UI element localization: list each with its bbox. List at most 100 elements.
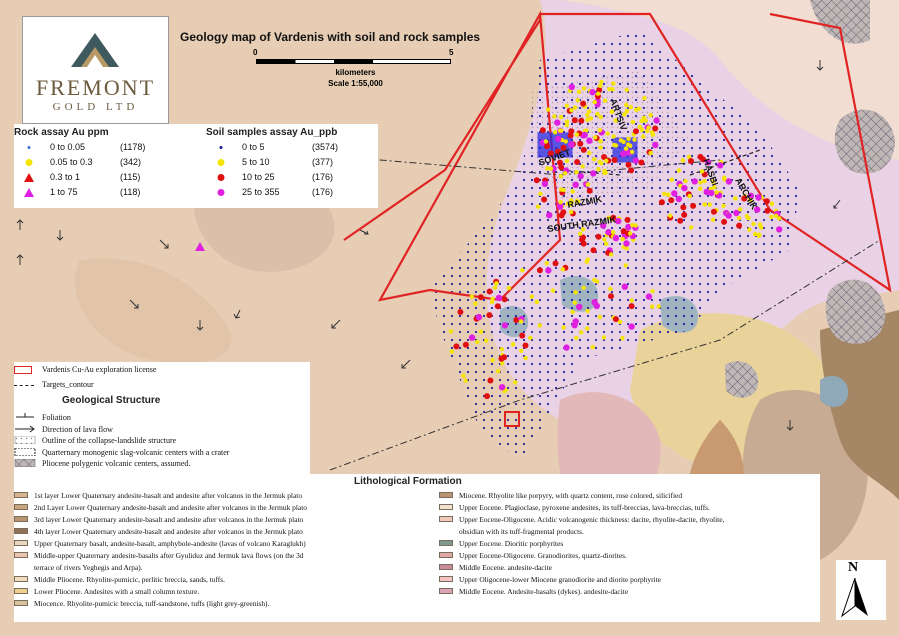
foliation-icon (16, 413, 34, 418)
rock_assay-count: (115) (120, 172, 141, 182)
sample-point (625, 161, 632, 168)
sample-point (598, 139, 603, 144)
sample-point (592, 99, 597, 105)
sample-point (612, 142, 617, 148)
sample-point (598, 145, 603, 150)
sample-point (630, 222, 635, 228)
soil-assay-title: Soil samples assay Au_ppb (206, 127, 338, 138)
sample-point (599, 79, 604, 85)
sample-point (754, 206, 761, 213)
sample-point (564, 158, 570, 164)
sample-point (632, 157, 639, 164)
sample-point (585, 326, 590, 331)
sample-point (690, 202, 697, 209)
lithology-label: terrace of rivers Yeghegis and Arpa). (34, 563, 143, 572)
lithology-label: 1st layer Lower Quaternary andesite-basa… (34, 491, 303, 500)
sample-point (733, 209, 740, 217)
sample-point (628, 323, 635, 330)
lithology-label: 4th layer Lower Quaternary andesite-basa… (34, 527, 303, 536)
sample-point (568, 83, 575, 91)
sample-point (700, 156, 706, 163)
sample-point (448, 329, 454, 334)
sample-point (567, 132, 574, 139)
scale-bar: 0 5 kilometers Scale 1:55,000 (253, 48, 458, 98)
sample-point (494, 303, 501, 310)
legend-dot-icon (25, 159, 33, 166)
sample-point (457, 309, 464, 315)
lithology-label: 3rd layer Lower Quaternary andesite-basa… (34, 515, 304, 524)
lithology-swatch (439, 504, 453, 510)
soil_assay-count: (176) (312, 172, 334, 182)
sample-point (624, 102, 629, 108)
lithology-swatch (14, 540, 28, 546)
sample-point (681, 184, 688, 192)
sample-point (623, 146, 629, 151)
sample-point (738, 207, 743, 212)
scale-ratio: Scale 1:55,000 (328, 79, 383, 88)
lithology-label: Upper Eocene-Oligocene. Acidic volcanoge… (459, 515, 725, 524)
license-swatch (14, 366, 32, 374)
sample-point (552, 130, 558, 135)
sample-point (495, 294, 503, 301)
sample-point (545, 166, 550, 171)
logo-name: FREMONT (35, 75, 156, 100)
sample-point (569, 108, 574, 113)
lithology-label: Upper Eocene. Plagioclase, pyroxene ande… (459, 503, 710, 512)
sample-point (490, 296, 495, 301)
sample-point (610, 109, 615, 114)
sample-point (613, 118, 618, 123)
north-arrow-icon (840, 577, 868, 618)
sample-point (560, 209, 567, 216)
sample-point (520, 268, 525, 273)
sample-point (571, 322, 578, 329)
sample-point (500, 361, 505, 366)
legend-triangle-icon (24, 173, 34, 182)
sample-point (484, 393, 490, 400)
sample-point (747, 192, 755, 199)
lithology-swatch (439, 564, 453, 570)
rock_assay-count: (342) (120, 157, 142, 167)
sample-point (628, 231, 633, 236)
sample-point (501, 296, 508, 303)
lithology-swatch (439, 540, 453, 546)
sample-point (580, 227, 586, 232)
sample-point (598, 114, 603, 120)
sample-point (478, 329, 484, 334)
sample-point (585, 117, 590, 122)
legend-dot-icon (217, 189, 225, 196)
lithology-label: Upper Eocene-Oligocene. Granodiorites, q… (459, 551, 627, 560)
sample-point (607, 86, 612, 92)
sample-point (623, 263, 628, 268)
unit-upper-eocene-oligocene (0, 0, 899, 160)
sample-point (620, 228, 627, 235)
sample-point (559, 187, 564, 192)
sample-point (473, 301, 478, 306)
sample-point (568, 209, 574, 215)
sample-point (688, 158, 694, 164)
sample-point (574, 159, 581, 165)
sample-point (747, 197, 753, 203)
sample-point (736, 216, 742, 221)
sample-point (564, 122, 569, 128)
sample-point (652, 141, 659, 149)
sample-point (615, 217, 622, 225)
sample-point (558, 164, 565, 171)
sample-point (544, 261, 549, 266)
sample-point (622, 112, 627, 117)
sample-point (721, 203, 726, 208)
unit-volcanic-center-3 (725, 361, 759, 398)
sample-point (545, 267, 552, 274)
sample-point (707, 202, 712, 207)
sample-point (623, 240, 630, 247)
sample-point (676, 168, 682, 173)
sample-point (574, 335, 579, 341)
structure-item-label: Outline of the collapse-landslide struct… (42, 436, 177, 445)
scale-unit: kilometers (335, 68, 376, 77)
structure-item-label: Quarternary monogenic slag-volcanic cent… (42, 447, 230, 457)
lithology-swatch (439, 588, 453, 594)
lithology-swatch (14, 552, 28, 558)
sample-point (576, 303, 583, 311)
sample-point (756, 233, 762, 238)
sample-point (564, 103, 569, 109)
sample-point (611, 157, 618, 163)
